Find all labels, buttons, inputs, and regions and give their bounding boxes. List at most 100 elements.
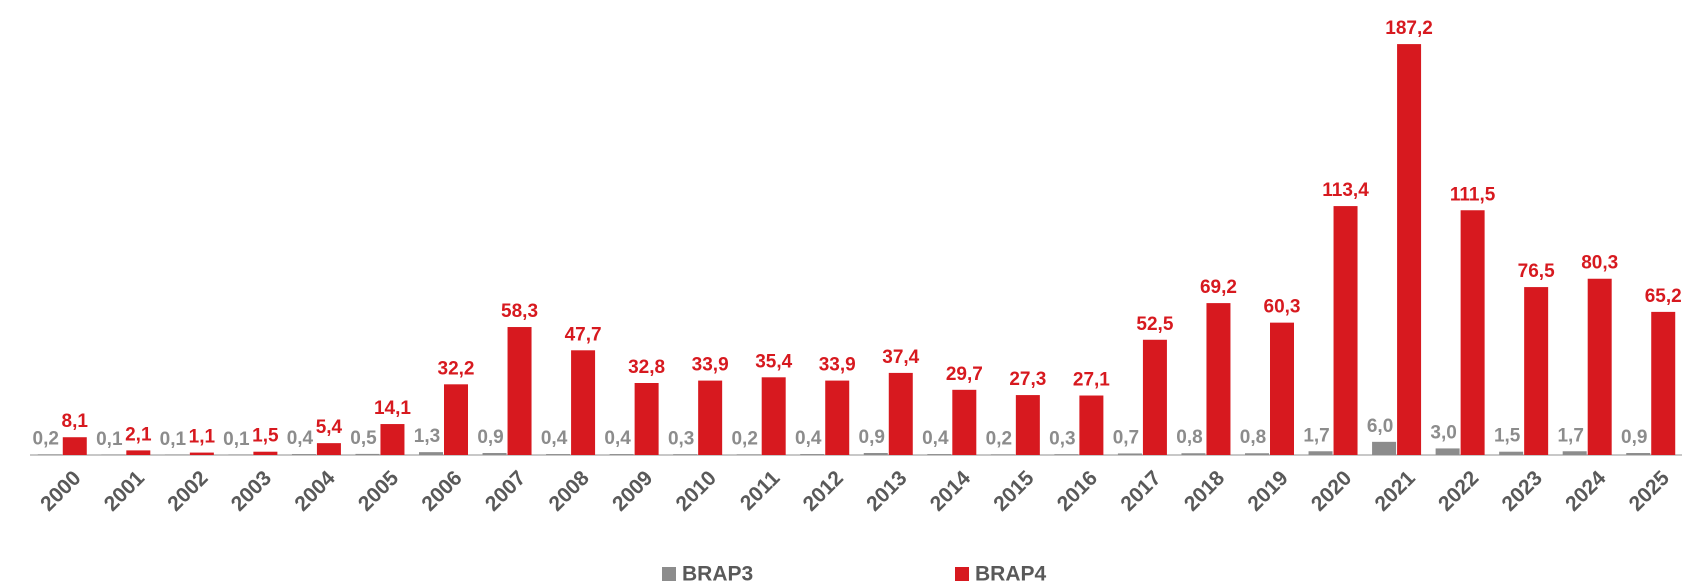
x-tick-label: 2011 xyxy=(736,466,785,515)
bar xyxy=(1117,453,1142,455)
x-tick-label: 2000 xyxy=(36,466,85,515)
bar xyxy=(380,424,405,455)
bar xyxy=(126,450,151,455)
bar xyxy=(1079,395,1104,455)
data-label: 32,2 xyxy=(438,358,475,379)
bar xyxy=(1181,453,1206,455)
bar xyxy=(1142,339,1167,455)
data-label: 1,3 xyxy=(414,426,440,447)
x-tick-label: 2012 xyxy=(799,466,848,515)
x-tick-label: 2001 xyxy=(100,466,150,516)
data-label: 0,4 xyxy=(795,428,822,449)
data-label: 65,2 xyxy=(1645,286,1682,307)
data-label: 0,2 xyxy=(986,429,1012,450)
x-tick-label: 2018 xyxy=(1180,466,1230,516)
bar xyxy=(1562,451,1587,455)
data-label: 0,1 xyxy=(160,429,187,450)
x-tick-label: 2008 xyxy=(545,466,595,516)
bar xyxy=(1499,451,1524,455)
data-label: 0,4 xyxy=(541,428,568,449)
x-tick-label: 2015 xyxy=(989,466,1039,516)
bar xyxy=(634,383,659,455)
bar xyxy=(1270,322,1294,455)
bar xyxy=(1372,441,1397,455)
data-label: 58,3 xyxy=(501,301,538,322)
data-label: 0,3 xyxy=(1049,428,1075,449)
bar xyxy=(863,453,888,455)
bar xyxy=(253,451,278,455)
data-label: 52,5 xyxy=(1136,314,1173,335)
data-label: 33,9 xyxy=(692,355,729,376)
data-label: 0,3 xyxy=(668,428,694,449)
data-label: 29,7 xyxy=(946,364,983,385)
legend-swatch xyxy=(955,567,969,581)
bar xyxy=(952,389,977,455)
data-label: 3,0 xyxy=(1430,422,1456,443)
data-label: 111,5 xyxy=(1450,184,1496,205)
x-tick-label: 2003 xyxy=(227,466,276,515)
data-label: 60,3 xyxy=(1264,297,1301,318)
x-tick-label: 2021 xyxy=(1371,466,1421,516)
data-label: 27,3 xyxy=(1009,369,1046,390)
data-label: 33,9 xyxy=(819,355,856,376)
x-tick-label: 2002 xyxy=(163,466,212,515)
legend-swatch xyxy=(662,567,676,581)
x-tick-label: 2019 xyxy=(1243,466,1292,515)
data-label: 5,4 xyxy=(316,417,343,438)
bar xyxy=(1651,311,1676,455)
bar xyxy=(355,453,380,455)
bar xyxy=(1397,44,1422,455)
bar xyxy=(571,350,596,455)
bar xyxy=(609,454,634,455)
bar xyxy=(419,452,443,455)
data-label: 0,1 xyxy=(96,429,123,450)
data-label: 37,4 xyxy=(882,347,919,368)
data-label: 69,2 xyxy=(1200,277,1237,298)
bar xyxy=(673,454,698,455)
bar xyxy=(800,454,825,455)
x-tick-label: 2022 xyxy=(1434,466,1483,515)
x-tick-label: 2014 xyxy=(926,466,976,516)
data-label: 187,2 xyxy=(1385,18,1433,39)
bar xyxy=(1206,303,1231,455)
bar xyxy=(507,327,532,455)
data-label: 80,3 xyxy=(1581,253,1618,274)
x-tick-label: 2004 xyxy=(290,466,340,516)
bar xyxy=(444,384,468,455)
x-tick-label: 2010 xyxy=(672,466,721,515)
x-tick-label: 2016 xyxy=(1053,466,1102,515)
bar xyxy=(825,380,850,455)
data-label: 14,1 xyxy=(374,398,411,419)
bar xyxy=(1435,448,1460,455)
data-label: 0,9 xyxy=(1621,427,1647,448)
legend-label: BRAP3 xyxy=(682,563,753,585)
data-label: 0,4 xyxy=(287,428,314,449)
data-label: 32,8 xyxy=(628,357,665,378)
bar xyxy=(1054,454,1079,455)
bar xyxy=(546,454,571,455)
bar xyxy=(482,453,507,455)
data-label: 1,7 xyxy=(1557,425,1583,446)
bar xyxy=(189,452,214,455)
data-label: 1,7 xyxy=(1303,425,1329,446)
bar xyxy=(62,437,87,455)
data-label: 76,5 xyxy=(1518,261,1555,282)
data-label: 0,7 xyxy=(1113,427,1139,448)
data-label: 2,1 xyxy=(125,424,152,445)
x-tick-label: 2023 xyxy=(1498,466,1547,515)
bar xyxy=(1587,278,1612,455)
data-label: 113,4 xyxy=(1322,180,1369,201)
data-label: 35,4 xyxy=(755,351,792,372)
data-label: 0,9 xyxy=(859,427,885,448)
bar xyxy=(1626,453,1651,455)
bar xyxy=(1015,395,1040,455)
bar xyxy=(1333,206,1358,455)
data-label: 0,9 xyxy=(477,427,503,448)
bar xyxy=(1460,210,1485,455)
data-label: 0,5 xyxy=(350,428,377,449)
data-label: 27,1 xyxy=(1073,370,1110,391)
bar xyxy=(761,377,786,455)
x-tick-label: 2006 xyxy=(417,466,466,515)
